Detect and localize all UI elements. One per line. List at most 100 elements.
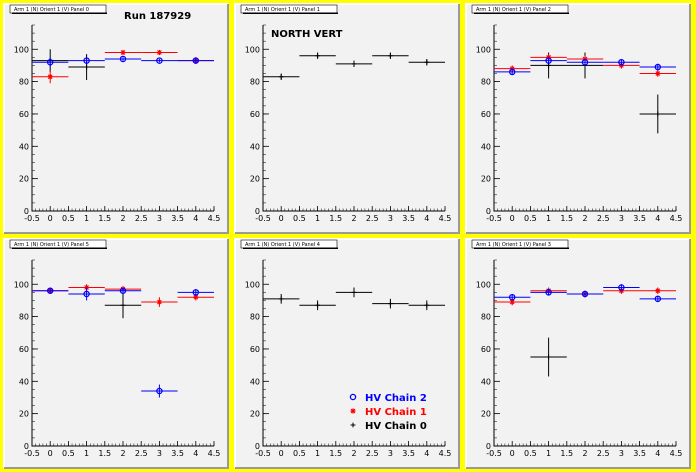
y-tick-label: 0: [486, 207, 491, 216]
x-tick-label: 1: [84, 449, 89, 458]
panel-bevel-light: [234, 238, 459, 468]
chart-panel: Arm 1 (N) Orient 1 (V) Panel 4-0.5 0 0.5 1 1…: [234, 238, 460, 469]
point-marker-star: [350, 408, 356, 414]
y-tick-label: 40: [481, 142, 491, 151]
x-tick-label: 1: [315, 214, 320, 223]
point-marker-plus: [278, 296, 284, 302]
panel-title: Arm 1 (N) Orient 1 (V) Panel 1: [245, 7, 320, 13]
x-tick-label: 3.5: [171, 214, 184, 223]
point-marker-circle: [618, 58, 625, 66]
point-marker-star: [655, 288, 661, 294]
x-tick-label: 0: [279, 214, 284, 223]
x-tick-label: -0.5: [486, 449, 502, 458]
x-tick-label: 0: [48, 214, 53, 223]
y-tick-label: 100: [14, 280, 29, 289]
series-hv-chain-2: [494, 57, 676, 76]
point-marker-star: [509, 299, 515, 305]
x-tick-label: 3: [157, 214, 162, 223]
panel-title-shadow: [474, 12, 569, 14]
panel-title-box: Arm 1 (N) Orient 1 (V) Panel 4: [240, 239, 338, 249]
panel-title-shadow: [243, 12, 338, 14]
point-marker-star: [156, 299, 162, 305]
x-tick-label: 0: [510, 449, 515, 458]
x-tick-label: 0.5: [62, 449, 75, 458]
x-tick-label: 4.5: [670, 449, 683, 458]
point-marker-plus: [388, 53, 393, 59]
x-tick-label: 2: [120, 449, 125, 458]
x-tick-label: 4: [193, 214, 198, 223]
x-tick-label: 0.5: [62, 214, 75, 223]
x-tick-label: 2.5: [366, 214, 379, 223]
point-marker-plus: [120, 302, 126, 308]
point-marker-plus: [351, 61, 357, 67]
y-tick-label: 80: [19, 313, 29, 322]
panel-bevel-light: [3, 3, 228, 233]
x-tick-label: 1: [546, 449, 551, 458]
y-tick-label: 0: [255, 207, 260, 216]
x-tick-label: 4: [655, 449, 660, 458]
point-marker-plus: [84, 64, 89, 70]
panel-bevel-dark: [235, 239, 460, 469]
panel-title-box: Arm 1 (N) Orient 1 (V) Panel 1: [240, 4, 338, 14]
x-tick-label: 2.5: [135, 449, 148, 458]
y-tick-label: 100: [245, 45, 260, 54]
point-marker-plus: [351, 289, 357, 295]
panel-annotation: NORTH VERT: [271, 29, 343, 40]
point-marker-circle: [654, 295, 662, 303]
panel-bevel-light: [465, 238, 690, 468]
x-tick-label: -0.5: [255, 449, 271, 458]
panel-title-box: Arm 1 (N) Orient 1 (V) Panel 2: [471, 4, 569, 14]
y-tick-label: 100: [476, 280, 491, 289]
x-tick-label: -0.5: [486, 214, 502, 223]
y-tick-label: 60: [481, 110, 491, 119]
panel-title: Arm 1 (N) Orient 1 (V) Panel 2: [476, 7, 551, 13]
y-tick-label: 20: [19, 410, 29, 419]
x-tick-label: 3: [619, 214, 624, 223]
point-marker-circle: [508, 293, 516, 301]
x-tick-label: 4: [424, 214, 429, 223]
panel-frame: [235, 4, 459, 233]
panel-bevel-dark: [466, 4, 691, 234]
legend-item-label: HV Chain 0: [365, 421, 427, 432]
chart-legend: HV Chain 2 HV Chain 1 HV Chain 0: [349, 393, 427, 432]
legend-item-label: HV Chain 1: [365, 407, 427, 418]
x-tick-label: 0.5: [293, 214, 306, 223]
point-marker-circle: [545, 57, 552, 64]
y-tick-label: 0: [486, 442, 491, 451]
y-tick-label: 40: [19, 142, 29, 151]
x-tick-label: 3: [619, 449, 624, 458]
x-tick-label: 3.5: [633, 449, 646, 458]
y-tick-label: 20: [250, 175, 260, 184]
series-hv-chain-0: [104, 292, 142, 319]
x-tick-label: 2: [582, 214, 587, 223]
x-tick-label: 4.5: [670, 214, 683, 223]
point-marker-plus: [424, 302, 430, 308]
x-tick-label: 2: [351, 449, 356, 458]
point-marker-star: [47, 74, 53, 80]
x-tick-label: 4.5: [439, 214, 452, 223]
legend-item-label: HV Chain 2: [365, 393, 427, 404]
y-tick-label: 20: [481, 175, 491, 184]
point-marker-circle: [581, 290, 589, 298]
panel-title: Arm 1 (N) Orient 1 (V) Panel 3: [476, 242, 551, 248]
panel-bevel-light: [234, 3, 459, 233]
panel-title: Arm 1 (N) Orient 1 (V) Panel 0: [14, 7, 89, 13]
panel-title: Arm 1 (N) Orient 1 (V) Panel 4: [245, 242, 320, 248]
series-hv-chain-0: [263, 287, 445, 311]
y-tick-label: 80: [481, 78, 491, 87]
point-marker-plus: [424, 59, 430, 65]
x-tick-label: -0.5: [24, 214, 40, 223]
x-tick-label: 1.5: [560, 214, 573, 223]
y-tick-label: 40: [19, 377, 29, 386]
y-tick-label: 80: [481, 313, 491, 322]
x-tick-label: 1: [315, 449, 320, 458]
y-tick-label: 40: [250, 377, 260, 386]
x-tick-label: 0: [279, 449, 284, 458]
point-marker-circle: [508, 68, 516, 76]
chart-panel: Arm 1 (N) Orient 1 (V) Panel 1-0.5 0 0.5 1 1…: [234, 3, 460, 234]
x-tick-label: 2.5: [135, 214, 148, 223]
y-tick-label: 40: [250, 142, 260, 151]
panel-bevel-light: [3, 238, 228, 468]
x-tick-label: 3.5: [402, 449, 415, 458]
point-marker-star: [193, 294, 199, 300]
